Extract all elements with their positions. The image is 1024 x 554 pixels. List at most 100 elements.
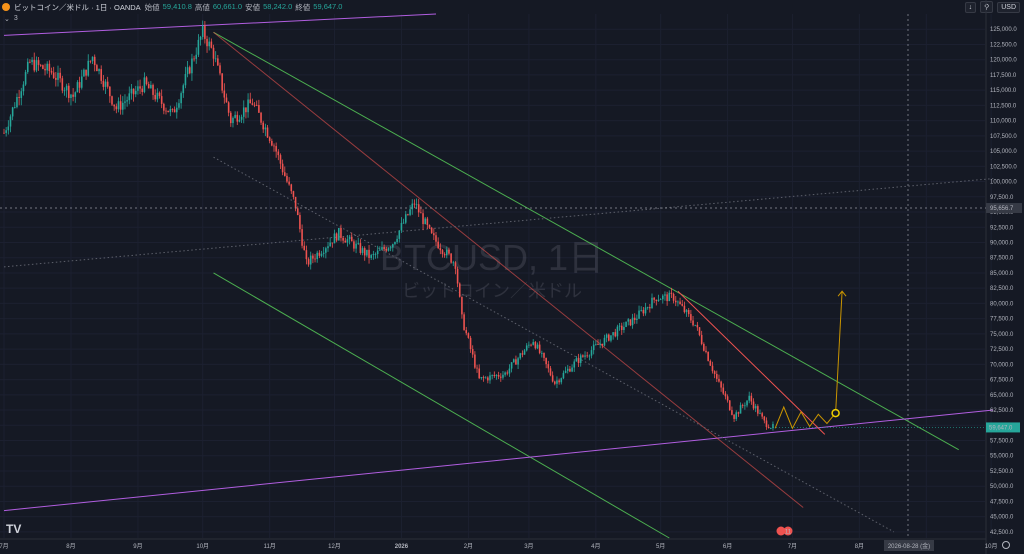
drawings[interactable] bbox=[3, 13, 994, 539]
candle-body bbox=[333, 233, 336, 244]
candle-body bbox=[463, 314, 465, 331]
red-resistance-line bbox=[677, 290, 826, 435]
candle-body bbox=[508, 368, 511, 374]
gear-icon[interactable] bbox=[1002, 541, 1010, 549]
candle-body bbox=[433, 233, 435, 236]
candle-body bbox=[106, 81, 109, 87]
candle-body bbox=[627, 319, 630, 322]
candle-body bbox=[728, 400, 731, 411]
candle-body bbox=[115, 106, 118, 110]
price-tick-label: 107,500.0 bbox=[990, 134, 1017, 140]
candle-body bbox=[344, 240, 347, 243]
candle-body bbox=[389, 247, 392, 249]
candle-body bbox=[325, 248, 327, 253]
candle-body bbox=[430, 227, 433, 234]
low-label: 安値 bbox=[245, 2, 261, 12]
candle-body bbox=[376, 250, 379, 255]
candle-body bbox=[402, 222, 405, 224]
time-axis[interactable]: 7月8月9月10月11月12月20262月3月4月5月6月7月8月9月10月20… bbox=[0, 540, 1010, 551]
candle-body bbox=[560, 378, 563, 383]
indicator-toggle[interactable]: ⌄ 3 bbox=[4, 15, 18, 23]
candle-body bbox=[420, 212, 422, 214]
high-value: 60,661.0 bbox=[212, 1, 243, 11]
candle-body bbox=[750, 395, 753, 402]
candle-body bbox=[171, 109, 174, 110]
candle-body bbox=[614, 332, 617, 337]
candle-body bbox=[761, 413, 763, 417]
candle-body bbox=[562, 372, 565, 379]
candle-body bbox=[18, 96, 20, 98]
candle-body bbox=[176, 107, 178, 113]
candle-body bbox=[495, 374, 498, 376]
price-tick-label: 67,500.0 bbox=[990, 378, 1014, 384]
candle-body bbox=[37, 60, 40, 65]
candle-body bbox=[759, 413, 761, 415]
candle-body bbox=[76, 82, 79, 93]
candle-body bbox=[117, 101, 120, 110]
candle-body bbox=[506, 372, 509, 374]
candle-body bbox=[335, 233, 338, 241]
candle-body bbox=[446, 249, 448, 256]
candle-body bbox=[638, 310, 640, 319]
candle-body bbox=[739, 405, 742, 414]
candle-body bbox=[137, 86, 139, 91]
candle-body bbox=[249, 99, 252, 104]
candle-body bbox=[763, 416, 766, 421]
candle-body bbox=[767, 426, 770, 429]
candle-body bbox=[500, 376, 502, 378]
time-tick-label: 11月 bbox=[264, 543, 276, 550]
candle-body bbox=[262, 122, 264, 130]
candle-body bbox=[199, 36, 202, 40]
candle-body bbox=[294, 196, 297, 209]
candle-body bbox=[642, 310, 645, 314]
candle-body bbox=[327, 246, 329, 249]
candle-body bbox=[610, 335, 612, 341]
candle-body bbox=[277, 151, 280, 156]
download-icon[interactable]: ↓ bbox=[964, 1, 977, 13]
candle-body bbox=[122, 102, 124, 110]
candle-body bbox=[281, 163, 284, 173]
candle-body bbox=[72, 94, 74, 97]
candle-body bbox=[554, 381, 556, 384]
candle-body bbox=[126, 100, 128, 102]
candle-body bbox=[68, 85, 70, 99]
upper-purple-line bbox=[3, 13, 437, 36]
candle-body bbox=[320, 253, 323, 256]
candle-body bbox=[359, 243, 362, 253]
candle-body bbox=[35, 60, 38, 71]
symbol-title[interactable]: ビットコイン／米ドル · 1日 · OANDA bbox=[14, 2, 141, 12]
time-tick-label: 2月 bbox=[464, 543, 473, 550]
link-icon[interactable]: ⚲ bbox=[980, 1, 994, 13]
candle-body bbox=[230, 112, 232, 124]
candle-body bbox=[221, 73, 223, 91]
candle-body bbox=[471, 349, 474, 355]
candle-body bbox=[502, 374, 504, 378]
candle-body bbox=[601, 343, 604, 346]
currency-button[interactable]: USD bbox=[997, 1, 1020, 13]
candle-body bbox=[271, 140, 273, 146]
candle-body bbox=[636, 318, 638, 321]
price-axis[interactable]: 125,000.0 122,500.0 120,000.0 117,500.0 115,… bbox=[986, 27, 1022, 536]
candle-body bbox=[33, 59, 36, 71]
candle-body bbox=[314, 258, 316, 260]
candle-body bbox=[653, 297, 655, 300]
candle-body bbox=[718, 378, 720, 382]
candle-body bbox=[163, 103, 165, 111]
time-tick-label: 4月 bbox=[591, 543, 600, 550]
candle-body bbox=[264, 127, 267, 130]
candle-body bbox=[160, 96, 163, 104]
candle-body bbox=[685, 310, 688, 313]
candle-body bbox=[595, 344, 597, 345]
candle-body bbox=[454, 262, 457, 269]
candle-body bbox=[223, 90, 226, 98]
candle-body bbox=[368, 249, 370, 258]
candle-body bbox=[573, 361, 576, 368]
candle-body bbox=[394, 241, 396, 245]
tradingview-logo[interactable]: TV bbox=[6, 522, 22, 536]
candle-body bbox=[134, 90, 137, 95]
candle-body bbox=[441, 250, 444, 255]
candle-body bbox=[111, 96, 113, 105]
price-tick-label: 70,000.0 bbox=[990, 362, 1014, 368]
candle-body bbox=[620, 325, 623, 330]
